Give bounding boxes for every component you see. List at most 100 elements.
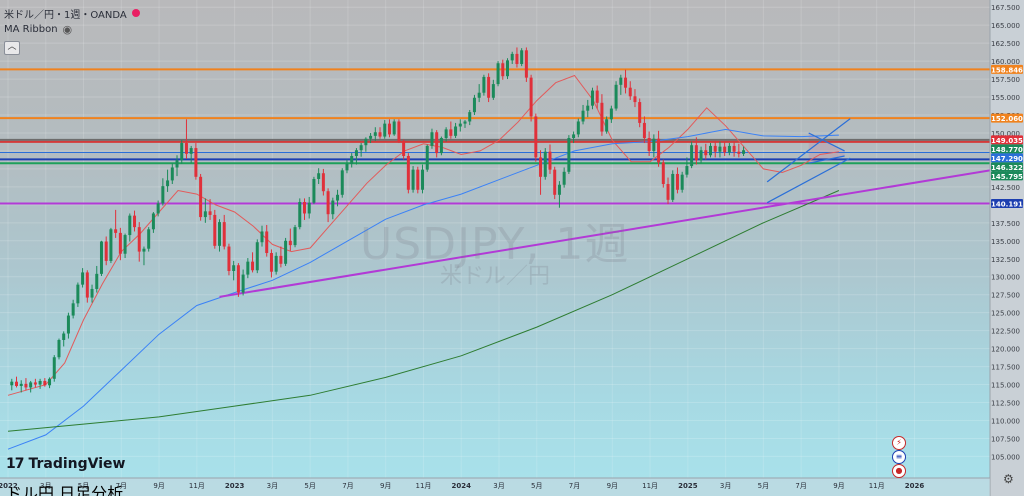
- price-level-pill[interactable]: [991, 153, 1023, 163]
- candle[interactable]: [133, 210, 137, 232]
- candle[interactable]: [487, 73, 491, 103]
- candle[interactable]: [732, 140, 736, 157]
- candle[interactable]: [709, 143, 713, 158]
- candle[interactable]: [284, 237, 288, 266]
- candle[interactable]: [260, 225, 264, 247]
- candle[interactable]: [175, 155, 179, 177]
- candle[interactable]: [255, 239, 259, 274]
- candle[interactable]: [449, 121, 453, 139]
- candle[interactable]: [727, 143, 731, 156]
- candle[interactable]: [321, 168, 325, 196]
- candle[interactable]: [463, 120, 467, 128]
- candle[interactable]: [199, 173, 203, 221]
- candle[interactable]: [524, 47, 528, 82]
- price-level-pill[interactable]: [991, 171, 1023, 181]
- candle[interactable]: [24, 378, 28, 391]
- candle[interactable]: [14, 376, 18, 388]
- candle[interactable]: [685, 157, 689, 178]
- candle[interactable]: [718, 141, 722, 158]
- candle[interactable]: [265, 224, 269, 257]
- candle[interactable]: [435, 130, 439, 158]
- candle[interactable]: [123, 233, 127, 259]
- candle[interactable]: [137, 222, 141, 262]
- candle[interactable]: [553, 166, 557, 200]
- us-flag-icon[interactable]: ≡: [892, 450, 906, 464]
- price-level-pill[interactable]: [991, 135, 1023, 145]
- candle[interactable]: [520, 48, 524, 67]
- candle[interactable]: [742, 146, 746, 156]
- candle[interactable]: [95, 265, 99, 293]
- price-level-pill[interactable]: [991, 113, 1023, 123]
- candle[interactable]: [505, 58, 509, 80]
- candle[interactable]: [298, 198, 302, 230]
- candle[interactable]: [581, 104, 585, 125]
- candle[interactable]: [66, 312, 70, 339]
- candle[interactable]: [534, 113, 538, 162]
- candle[interactable]: [472, 94, 476, 116]
- candle[interactable]: [128, 213, 132, 242]
- candle[interactable]: [496, 61, 500, 87]
- candle[interactable]: [170, 163, 174, 185]
- candle[interactable]: [71, 299, 75, 319]
- candle[interactable]: [373, 127, 377, 141]
- candle[interactable]: [619, 74, 623, 95]
- candle[interactable]: [713, 140, 717, 158]
- triangle-upper[interactable]: [808, 132, 845, 152]
- candle[interactable]: [218, 219, 222, 252]
- candle[interactable]: [737, 143, 741, 158]
- price-level-pill[interactable]: [991, 64, 1023, 74]
- candle[interactable]: [19, 380, 23, 393]
- candle[interactable]: [251, 252, 255, 273]
- candle[interactable]: [369, 132, 373, 144]
- jp-flag-icon[interactable]: ●: [892, 464, 906, 478]
- candle[interactable]: [189, 145, 193, 164]
- candle[interactable]: [151, 212, 155, 233]
- candle[interactable]: [43, 378, 47, 387]
- candle[interactable]: [458, 119, 462, 132]
- candle[interactable]: [364, 137, 368, 152]
- candle[interactable]: [690, 141, 694, 169]
- candle[interactable]: [62, 331, 66, 347]
- candle[interactable]: [307, 196, 311, 219]
- candle[interactable]: [331, 197, 335, 220]
- candle[interactable]: [345, 159, 349, 174]
- candle[interactable]: [501, 59, 505, 80]
- candle[interactable]: [392, 119, 396, 136]
- candle[interactable]: [359, 143, 363, 157]
- candle[interactable]: [694, 137, 698, 165]
- candle[interactable]: [118, 227, 122, 261]
- channel-upper[interactable]: [766, 118, 851, 183]
- candle[interactable]: [147, 227, 151, 252]
- candle[interactable]: [406, 153, 410, 194]
- candle[interactable]: [52, 355, 56, 382]
- candle[interactable]: [180, 140, 184, 164]
- candle[interactable]: [482, 74, 486, 96]
- candle[interactable]: [614, 81, 618, 111]
- candle[interactable]: [85, 270, 89, 303]
- time-axis-panel[interactable]: [0, 478, 990, 496]
- candle[interactable]: [704, 143, 708, 160]
- candle[interactable]: [10, 378, 14, 391]
- candle[interactable]: [638, 98, 642, 128]
- candle[interactable]: [430, 128, 434, 149]
- candle[interactable]: [624, 69, 628, 94]
- candle[interactable]: [156, 200, 160, 217]
- candle[interactable]: [29, 380, 33, 393]
- candle[interactable]: [288, 228, 292, 251]
- candle[interactable]: [397, 119, 401, 144]
- eye-icon[interactable]: ◉: [62, 22, 73, 36]
- candle[interactable]: [652, 134, 656, 158]
- candle[interactable]: [661, 159, 665, 188]
- candle[interactable]: [279, 246, 283, 268]
- symbol-row[interactable]: 米ドル／円・1週・OANDA: [4, 5, 140, 21]
- candle[interactable]: [114, 209, 118, 238]
- candle[interactable]: [161, 178, 165, 206]
- indicator-row[interactable]: MA Ribbon ◉: [4, 21, 140, 37]
- candle[interactable]: [246, 258, 250, 279]
- candle[interactable]: [609, 105, 613, 123]
- candle[interactable]: [444, 127, 448, 142]
- candle[interactable]: [600, 94, 604, 136]
- candle[interactable]: [439, 136, 443, 156]
- candle[interactable]: [184, 119, 188, 159]
